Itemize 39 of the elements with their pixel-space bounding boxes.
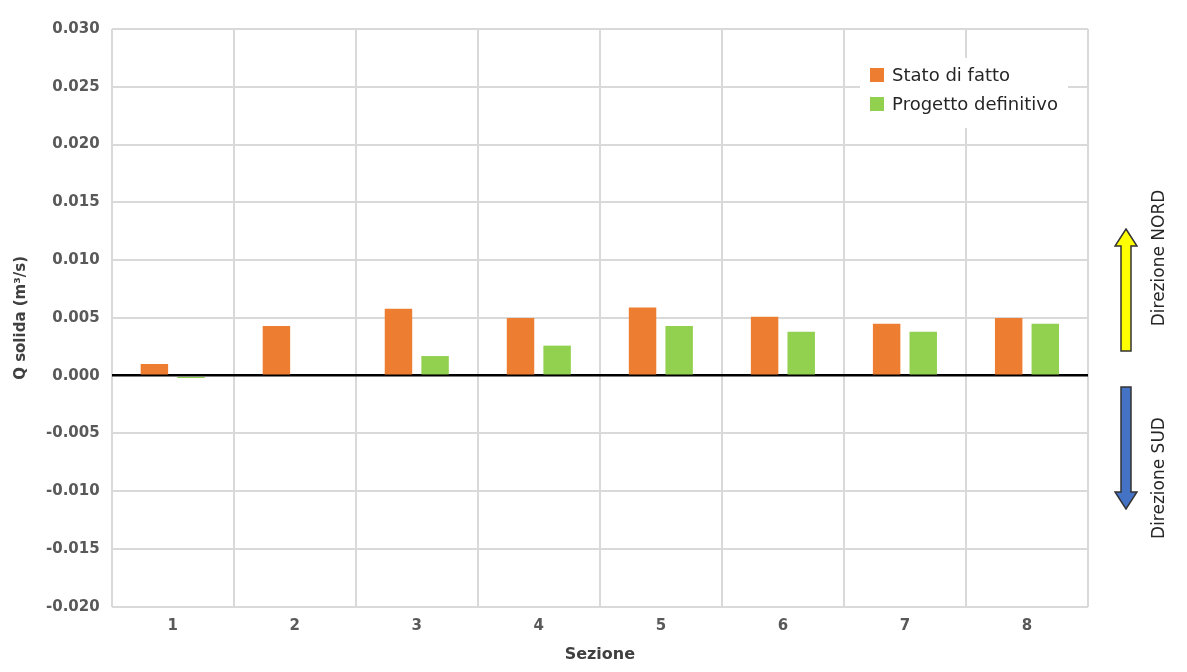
bar bbox=[421, 356, 449, 375]
y-axis-title: Q solida (m³/s) bbox=[10, 255, 29, 380]
bar bbox=[506, 317, 535, 375]
x-tick-label: 8 bbox=[1021, 615, 1033, 634]
x-tick-label: 3 bbox=[411, 615, 422, 634]
x-axis-title: Sezione bbox=[564, 643, 636, 663]
bar bbox=[140, 364, 169, 375]
y-tick-label: 0.015 bbox=[52, 192, 100, 211]
y-tick-label: -0.010 bbox=[46, 481, 100, 500]
y-tick-label: 0.010 bbox=[52, 250, 100, 269]
x-tick-label: 4 bbox=[533, 615, 545, 634]
legend-label: Progetto definitivo bbox=[892, 93, 1058, 114]
bar bbox=[665, 325, 693, 375]
y-tick-label: 0.025 bbox=[52, 76, 100, 95]
x-tick-label: 7 bbox=[899, 615, 911, 634]
bar bbox=[750, 316, 779, 375]
bar bbox=[1031, 323, 1060, 375]
text: Direzione NORD bbox=[1148, 189, 1169, 327]
bar bbox=[543, 345, 571, 375]
bar bbox=[994, 317, 1023, 375]
y-tick-label: 0.000 bbox=[52, 365, 100, 384]
x-tick-label: 1 bbox=[167, 615, 178, 634]
bar bbox=[384, 308, 413, 375]
bar bbox=[909, 331, 937, 375]
x-tick-label: 2 bbox=[289, 615, 300, 634]
y-tick-label: 0.005 bbox=[52, 307, 100, 326]
x-tick-label: 5 bbox=[655, 615, 667, 634]
y-tick-label: -0.020 bbox=[46, 596, 100, 615]
y-tick-label: -0.015 bbox=[46, 538, 100, 557]
y-tick-label: -0.005 bbox=[46, 423, 100, 442]
y-tick-label: 0.020 bbox=[52, 134, 100, 153]
x-tick-label: 6 bbox=[777, 615, 789, 634]
y-tick-label: 0.030 bbox=[52, 18, 100, 37]
bar bbox=[872, 323, 901, 375]
legend-label: Stato di fatto bbox=[892, 64, 1011, 85]
bar bbox=[262, 325, 291, 375]
bar bbox=[628, 307, 657, 375]
bar bbox=[787, 331, 815, 375]
text: Direzione SUD bbox=[1148, 417, 1168, 539]
